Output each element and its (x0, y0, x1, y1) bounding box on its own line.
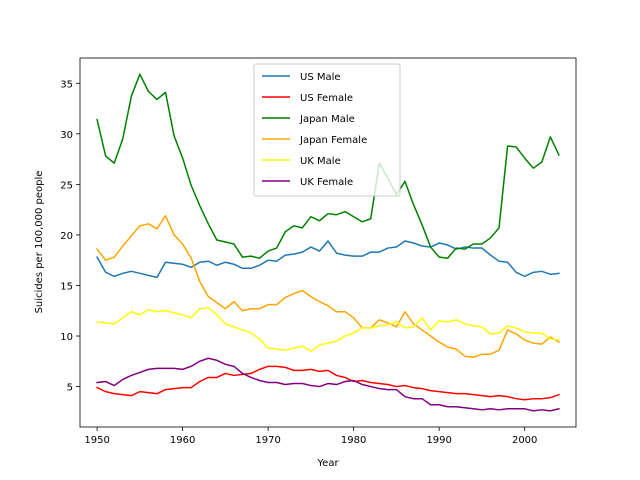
series-line-us-male (96, 240, 560, 279)
legend-label-us-female: US Female (300, 93, 353, 104)
x-tick-label: 1980 (341, 435, 366, 446)
y-axis-label: Suicides per 100,000 people (34, 171, 45, 314)
x-tick-label: 1970 (255, 435, 280, 446)
y-tick-label: 15 (60, 281, 73, 292)
legend-label-uk-female: UK Female (300, 177, 353, 188)
series-line-japan-female (96, 214, 560, 358)
x-tick-label: 1960 (170, 435, 195, 446)
y-tick-label: 25 (60, 180, 73, 191)
x-tick-label: 1990 (426, 435, 451, 446)
y-tick-label: 20 (60, 231, 73, 242)
x-axis-label: Year (316, 458, 339, 469)
series-line-japan-male (96, 73, 560, 259)
x-tick-label: 2000 (512, 435, 537, 446)
y-tick-label: 10 (60, 332, 73, 343)
series-line-uk-male (96, 306, 560, 352)
legend-label-us-male: US Male (300, 72, 341, 83)
y-tick-label: 35 (60, 79, 73, 90)
axes-frame (79, 57, 577, 428)
legend-label-japan-female: Japan Female (299, 135, 367, 146)
y-tick-label: 30 (60, 130, 73, 141)
series-line-us-female (96, 365, 560, 401)
legend-frame (253, 63, 401, 197)
x-tick-label: 1950 (84, 435, 109, 446)
y-tick-label: 5 (67, 383, 73, 394)
legend: US Male US Female Japan Male Japan Female UK… (253, 63, 401, 197)
series-line-uk-female (96, 357, 560, 412)
series-layer (96, 73, 560, 412)
legend-label-uk-male: UK Male (300, 156, 341, 167)
x-axis: 1950 1960 1970 1980 1990 2000 (84, 427, 537, 446)
y-axis: 5 10 15 20 25 30 35 (60, 79, 80, 394)
legend-label-japan-male: Japan Male (299, 114, 355, 125)
